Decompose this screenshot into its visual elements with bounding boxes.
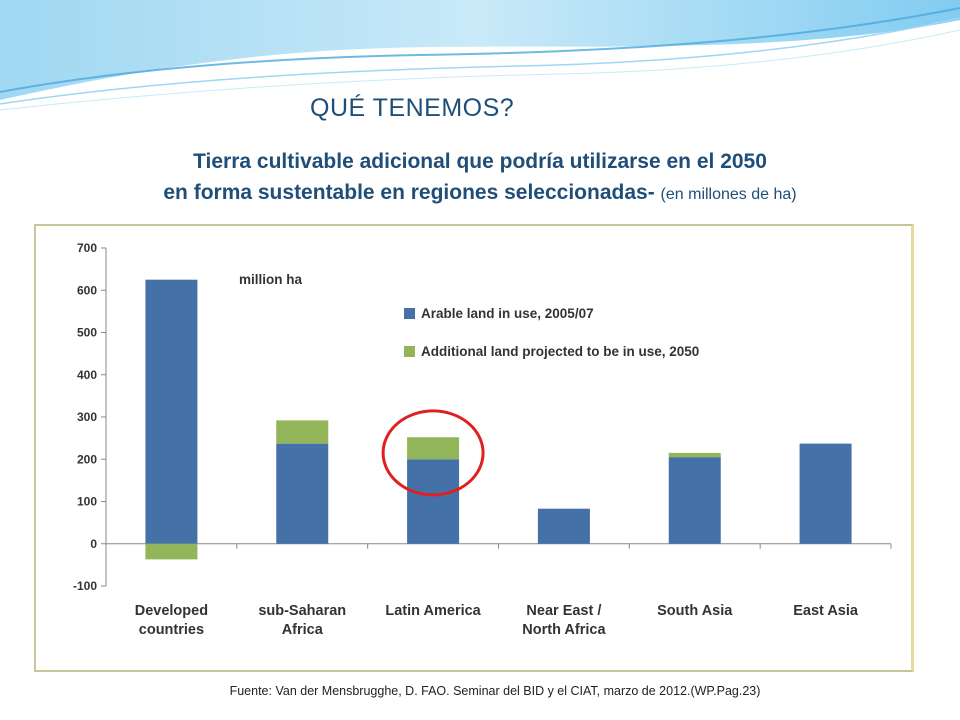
bar-additional (407, 437, 460, 460)
legend-swatch (404, 346, 415, 357)
source-citation: Fuente: Van der Mensbrugghe, D. FAO. Sem… (229, 684, 761, 698)
y-tick-label: 300 (77, 410, 97, 424)
y-tick-label: 500 (77, 326, 97, 340)
slide-title: QUÉ TENEMOS? (310, 94, 515, 122)
category-label: North Africa (522, 622, 606, 638)
y-tick-label: 700 (77, 241, 97, 255)
subtitle-line-2: en forma sustentable en regiones selecci… (163, 181, 655, 204)
legend-label: Additional land projected to be in use, … (421, 344, 699, 359)
chart-subtitle: Tierra cultivable adicional que podría u… (0, 146, 960, 210)
subtitle-units: (en millones de ha) (660, 186, 797, 203)
legend-swatch (404, 308, 415, 319)
legend-label: Arable land in use, 2005/07 (421, 306, 594, 321)
bar-in-use (145, 279, 198, 544)
bar-in-use (407, 459, 460, 544)
category-label: Developed (135, 603, 208, 619)
category-label: East Asia (793, 603, 859, 619)
category-label: South Asia (657, 603, 733, 619)
y-tick-label: 200 (77, 452, 97, 466)
bar-additional (145, 543, 198, 560)
category-label: Latin America (385, 603, 481, 619)
category-label: countries (139, 622, 204, 638)
y-tick-label: 400 (77, 368, 97, 382)
y-tick-label: 100 (77, 495, 97, 509)
y-tick-label: -100 (73, 579, 97, 593)
bar-additional (668, 452, 721, 458)
bar-in-use (537, 508, 590, 544)
bar-chart: -100 0 100 200 300 400 500 600 700 Developed count… (73, 241, 892, 638)
bar-in-use (799, 443, 852, 544)
category-label: sub-Saharan (258, 603, 346, 619)
header-wave-decoration (0, 0, 960, 111)
highlight-circle (381, 409, 485, 497)
y-tick-label: 600 (77, 283, 97, 297)
bar-in-use (668, 457, 721, 544)
chart-frame: -100 0 100 200 300 400 500 600 700 Developed count… (34, 224, 914, 672)
bar-in-use (276, 443, 329, 544)
subtitle-line-2-wrapper: en forma sustentable en regiones selecci… (0, 177, 960, 210)
bar-additional (276, 420, 329, 444)
category-label: Near East / (526, 603, 601, 619)
category-label: Africa (282, 622, 324, 638)
subtitle-line-1: Tierra cultivable adicional que podría u… (193, 150, 767, 173)
unit-label: million ha (239, 272, 302, 287)
y-tick-label: 0 (90, 537, 97, 551)
